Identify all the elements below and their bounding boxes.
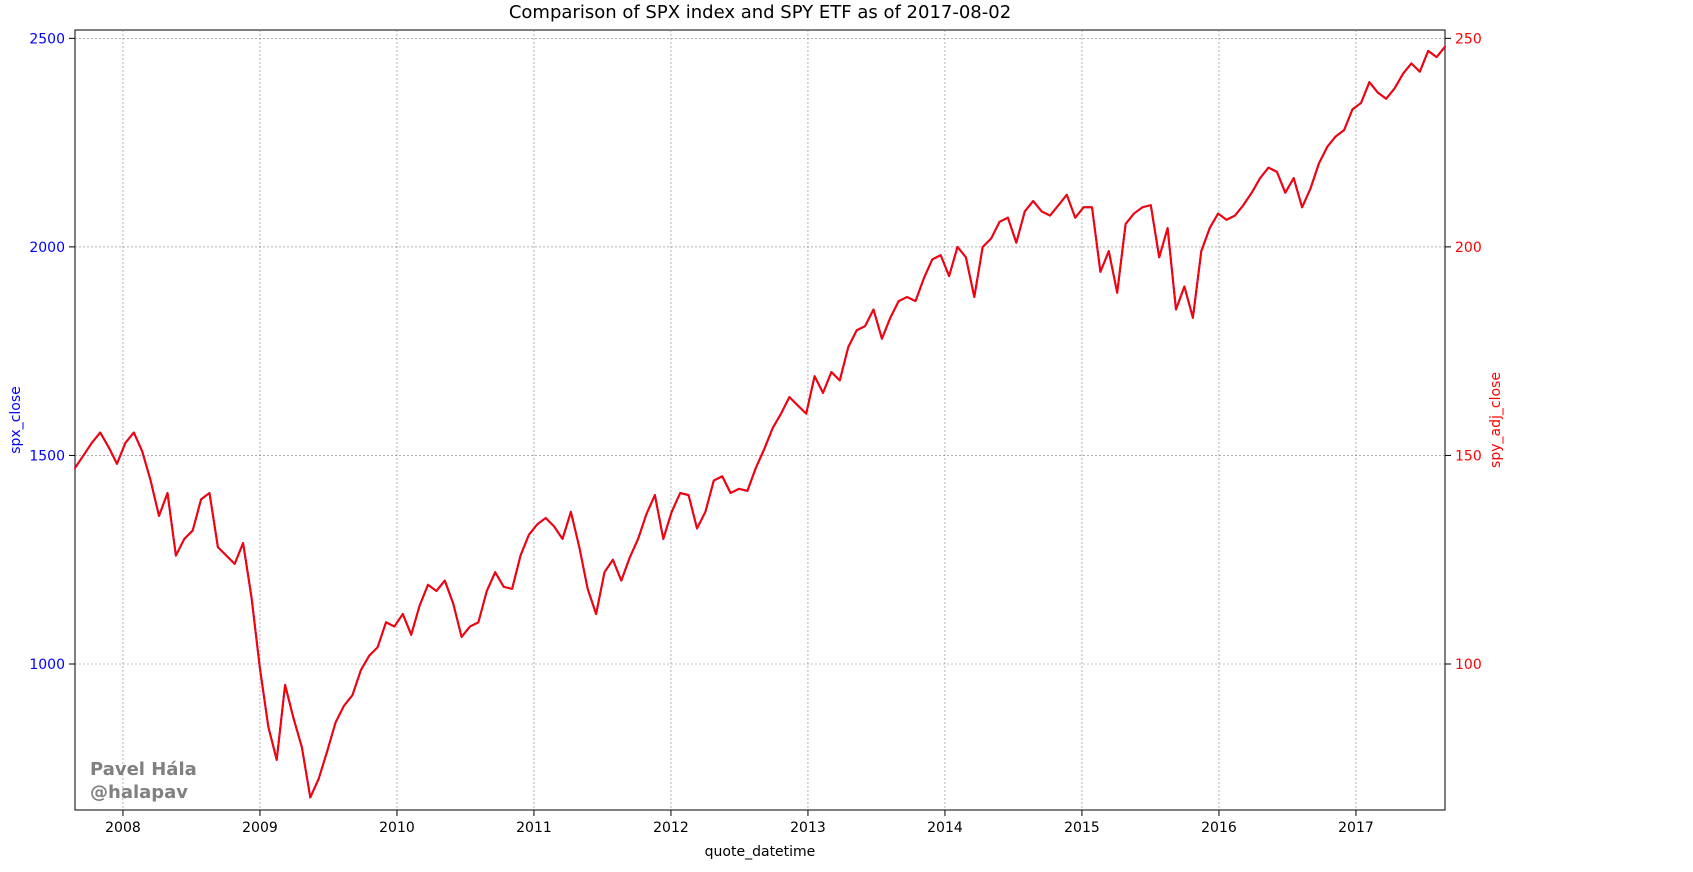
plot-border [75, 30, 1445, 810]
x-axis-label: quote_datetime [705, 844, 816, 860]
gridlines [75, 30, 1445, 810]
x-tick-label: 2017 [1338, 820, 1374, 836]
y-right-axis-label: spy_adj_close [1488, 372, 1504, 468]
y-left-tick-label: 2000 [29, 240, 65, 256]
y-right-tick-label: 200 [1455, 240, 1482, 256]
chart-container: Comparison of SPX index and SPY ETF as o… [0, 0, 1693, 872]
chart-title: Comparison of SPX index and SPY ETF as o… [509, 2, 1011, 23]
watermark-line2: @halapav [90, 782, 188, 803]
y-left-axis-label: spx_close [8, 386, 24, 454]
x-tick-label: 2016 [1201, 820, 1237, 836]
line-chart: Comparison of SPX index and SPY ETF as o… [0, 0, 1693, 872]
x-tick-label: 2010 [379, 820, 415, 836]
x-tick-label: 2011 [516, 820, 552, 836]
x-tick-label: 2013 [790, 820, 826, 836]
x-tick-label: 2015 [1064, 820, 1100, 836]
y-left-tick-label: 1000 [29, 657, 65, 673]
y-left-tick-label: 1500 [29, 448, 65, 464]
series-spx_close [75, 47, 1445, 798]
y-left-tick-label: 2500 [29, 31, 65, 47]
x-tick-label: 2012 [653, 820, 689, 836]
x-tick-label: 2014 [927, 820, 963, 836]
x-tick-label: 2008 [105, 820, 141, 836]
y-right-tick-label: 150 [1455, 448, 1482, 464]
y-right-tick-label: 100 [1455, 657, 1482, 673]
x-tick-label: 2009 [242, 820, 278, 836]
watermark-line1: Pavel Hála [90, 759, 197, 780]
series-spy_adj_close [75, 47, 1445, 798]
y-right-tick-label: 250 [1455, 31, 1482, 47]
